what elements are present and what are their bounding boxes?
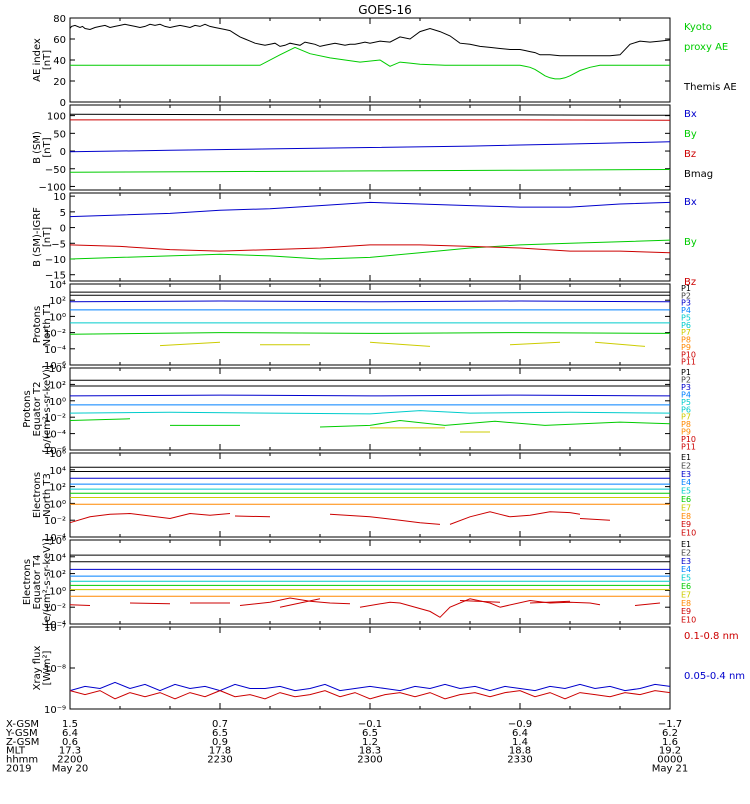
ephemeris-value: May 20 (52, 764, 89, 775)
legend-label: Kyoto (684, 22, 712, 33)
series-p7 (370, 342, 430, 346)
legend-label: Bx (684, 109, 697, 120)
y-tick-label: 0 (60, 98, 66, 109)
series-p3 (70, 301, 670, 302)
ephemeris-value: 2330 (507, 755, 532, 766)
series-0-1-0-8-nm (70, 691, 670, 699)
panel-frame (70, 453, 670, 537)
y-axis-label: [e/(cm²-s-sr-keV)] (42, 538, 53, 626)
series-bmag (70, 114, 670, 115)
y-tick-label: 10⁴ (49, 280, 66, 291)
y-tick-label: 0 (60, 224, 66, 235)
y-tick-label: 10 (53, 192, 66, 203)
series-p5 (70, 411, 670, 414)
series-e9 (130, 603, 170, 604)
y-tick-label: 10⁻² (44, 516, 66, 527)
series-p6 (320, 421, 670, 428)
series-e9 (70, 514, 230, 523)
legend-label: E10 (681, 616, 696, 625)
series-by (70, 170, 670, 173)
series-p3 (70, 395, 670, 396)
y-tick-label: −10 (45, 255, 66, 266)
series-p7 (160, 342, 220, 345)
series-p7 (595, 342, 645, 346)
series-e9 (70, 605, 90, 606)
series-kyoto-proxy-ae (70, 47, 670, 79)
y-axis-label: North T3 (42, 473, 53, 517)
legend-label: 0.1-0.8 nm (684, 631, 739, 642)
legend-label: P11 (681, 443, 696, 452)
y-axis-label: North T1 (42, 303, 53, 347)
series-p6 (70, 333, 670, 335)
series-p7 (510, 342, 560, 345)
ephemeris-value: 2300 (357, 755, 382, 766)
panel-frame (70, 284, 670, 365)
panel-frame (70, 540, 670, 624)
y-tick-label: 10⁶ (49, 449, 66, 460)
y-tick-label: 0 (60, 147, 66, 158)
series-p6 (70, 419, 130, 421)
series-e9 (580, 519, 610, 521)
legend-label: proxy AE (684, 42, 728, 53)
y-axis-label: [nT] (42, 227, 53, 247)
legend-label: By (684, 237, 697, 248)
series-bz (70, 245, 670, 253)
y-axis-label: [p/(cm²-s-sr-keV)] (42, 365, 53, 453)
series-by (70, 240, 670, 259)
plot-title: GOES-16 (358, 3, 412, 17)
y-tick-label: 10⁻⁹ (44, 705, 66, 716)
legend-label: Themis AE (683, 82, 737, 93)
series-e9 (635, 603, 660, 606)
legend-label: By (684, 129, 697, 140)
ephemeris-row-label: 2019 (6, 764, 31, 775)
y-tick-label: −50 (45, 165, 66, 176)
legend-label: Bz (684, 149, 696, 160)
y-tick-label: 40 (53, 56, 66, 67)
series-e9 (450, 512, 580, 525)
ephemeris-value: 2230 (207, 755, 232, 766)
series-e9 (235, 516, 270, 517)
y-tick-label: 20 (53, 77, 66, 88)
series-0-05-0-4-nm (70, 682, 670, 690)
y-axis-label: [nT] (42, 50, 53, 70)
ephemeris-table: X-GSMY-GSMZ-GSMMLThhmm20191.56.40.617.32… (5, 719, 688, 775)
legend-label: Bmag (684, 169, 713, 180)
y-tick-label: 80 (53, 14, 66, 25)
y-tick-label: 50 (53, 129, 66, 140)
y-tick-label: −5 (51, 239, 66, 250)
series-e9 (330, 514, 440, 524)
legend-label: P11 (681, 358, 696, 367)
legend-label: E10 (681, 529, 696, 538)
series-e9 (500, 601, 600, 608)
ephemeris-value: May 21 (652, 764, 689, 775)
panel-frame (70, 627, 670, 709)
y-tick-label: 100 (47, 112, 66, 123)
panel-frame (70, 18, 670, 102)
y-tick-label: 10⁻⁷ (44, 623, 66, 634)
series-bx (70, 202, 670, 216)
y-axis-label: [W/m²] (42, 650, 53, 685)
y-tick-label: 5 (60, 208, 66, 219)
y-axis-label: [nT] (42, 137, 53, 157)
series-bx (70, 142, 670, 152)
legend-label: Bx (684, 197, 697, 208)
series-themis-ae (70, 24, 670, 56)
y-tick-label: 60 (53, 35, 66, 46)
legend-label: 0.05-0.4 nm (684, 671, 745, 682)
